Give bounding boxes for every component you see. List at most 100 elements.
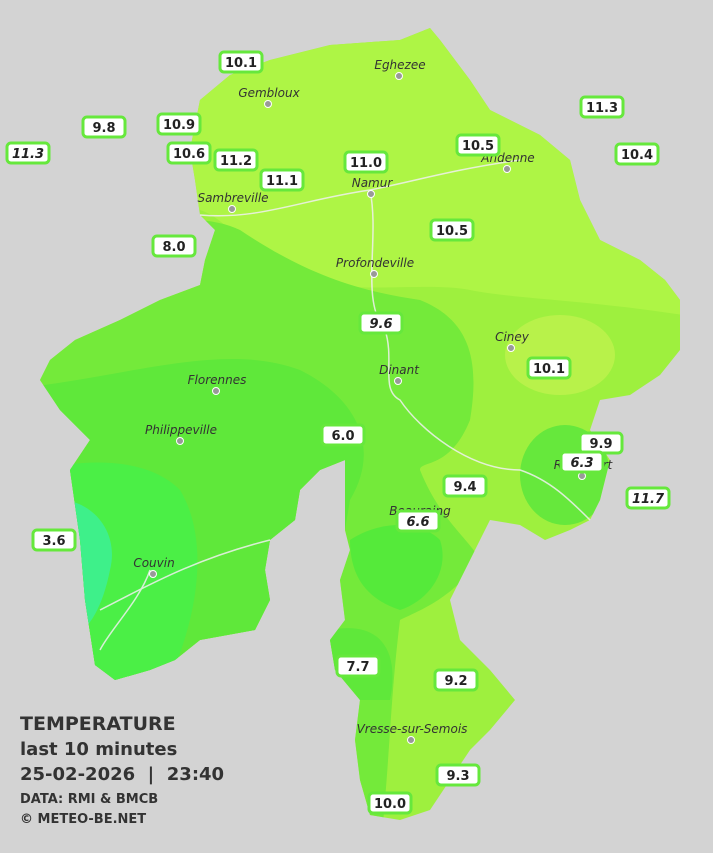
station-value: 10.1	[225, 56, 257, 71]
legend-title: TEMPERATURE	[20, 713, 176, 735]
station-value: 8.0	[162, 240, 185, 255]
city-dot	[578, 472, 586, 480]
station-value: 11.3	[586, 101, 618, 116]
legend-subtitle: last 10 minutes	[20, 739, 177, 760]
station: 9.2	[433, 668, 479, 692]
station-box	[259, 168, 305, 192]
city-dot	[264, 100, 272, 108]
station: 10.1	[526, 356, 572, 380]
city-dot	[367, 190, 375, 198]
city-label: Philippeville	[145, 423, 217, 437]
station-value: 10.1	[533, 362, 565, 377]
station: 11.2	[213, 148, 259, 172]
station-value: 9.4	[453, 480, 476, 495]
station-value: 10.9	[163, 118, 195, 133]
station-value: 10.6	[173, 147, 205, 162]
city-dot	[370, 270, 378, 278]
station-value: 10.5	[462, 139, 494, 154]
station-value: 11.0	[350, 156, 382, 171]
station: 3.6	[31, 528, 77, 552]
station: 6.0	[320, 423, 366, 447]
station-box	[442, 474, 488, 498]
station: 11.3	[579, 95, 625, 119]
station: 6.6	[395, 509, 441, 533]
legend-credit: © METEO-BE.NET	[20, 812, 146, 827]
station: 9.8	[81, 115, 127, 139]
city-dot	[394, 377, 402, 385]
station-value: 10.0	[374, 797, 406, 812]
station: 11.0	[343, 150, 389, 174]
station-value: 11.2	[220, 154, 252, 169]
city-label: Profondeville	[336, 256, 414, 270]
station-box	[343, 150, 389, 174]
city-dot	[503, 165, 511, 173]
station: 10.9	[156, 112, 202, 136]
city-dot	[395, 72, 403, 80]
station-box	[395, 509, 441, 533]
station-value: 10.4	[621, 148, 653, 163]
station: 7.7	[335, 654, 381, 678]
city-dot	[507, 344, 515, 352]
city-label: Gembloux	[238, 86, 300, 100]
city-label: Sambreville	[197, 191, 268, 205]
station-value: 10.5	[436, 224, 468, 239]
station-value: 11.1	[266, 174, 298, 189]
city-label: Florennes	[188, 373, 247, 387]
city-dot	[149, 570, 157, 578]
station-box	[218, 50, 264, 74]
station-box	[614, 142, 660, 166]
station-value: 7.7	[346, 660, 369, 675]
station: 10.5	[455, 133, 501, 157]
station-value: 9.9	[589, 437, 612, 452]
station-value: 9.6	[369, 317, 392, 332]
station: 9.3	[435, 763, 481, 787]
station-value: 6.3	[570, 456, 593, 471]
city-label: Vresse-sur-Semois	[357, 722, 468, 736]
city-label: Eghezee	[374, 58, 425, 72]
station-box	[433, 668, 479, 692]
city-dot	[228, 205, 236, 213]
station: 10.4	[614, 142, 660, 166]
station: 11.7	[625, 486, 671, 510]
station-box	[81, 115, 127, 139]
station-value: 11.7	[632, 492, 665, 507]
station-box	[335, 654, 381, 678]
station: 9.9	[578, 431, 624, 455]
city-label: Namur	[352, 176, 394, 190]
city-dot	[212, 387, 220, 395]
station-box	[151, 234, 197, 258]
station-value: 11.3	[12, 147, 44, 162]
station: 10.0	[367, 791, 413, 815]
station-box	[429, 218, 475, 242]
city-label: Ciney	[495, 330, 530, 344]
station-value: 6.0	[331, 429, 354, 444]
station: 6.3	[559, 450, 605, 474]
legend-datetime: 25-02-2026 | 23:40	[20, 764, 224, 785]
city-dot	[176, 437, 184, 445]
station-box	[435, 763, 481, 787]
rivers	[99, 159, 591, 651]
station: 9.6	[358, 311, 404, 335]
station-box	[320, 423, 366, 447]
station: 10.5	[429, 218, 475, 242]
legend-source: DATA: RMI & BMCB	[20, 792, 158, 807]
station-box	[367, 791, 413, 815]
station: 8.0	[151, 234, 197, 258]
city-dot	[407, 736, 415, 744]
station: 10.6	[166, 141, 212, 165]
station-box	[358, 311, 404, 335]
station-value: 3.6	[42, 534, 65, 549]
station: 9.4	[442, 474, 488, 498]
station-value: 9.2	[444, 674, 467, 689]
station-box	[213, 148, 259, 172]
station-value: 9.8	[92, 121, 115, 136]
city-label: Couvin	[133, 556, 174, 570]
station: 11.3	[5, 141, 51, 165]
station-box	[526, 356, 572, 380]
station-box	[455, 133, 501, 157]
city-label: Dinant	[379, 363, 420, 377]
station-box	[5, 141, 51, 165]
station-box	[559, 450, 605, 474]
station-box	[625, 486, 671, 510]
